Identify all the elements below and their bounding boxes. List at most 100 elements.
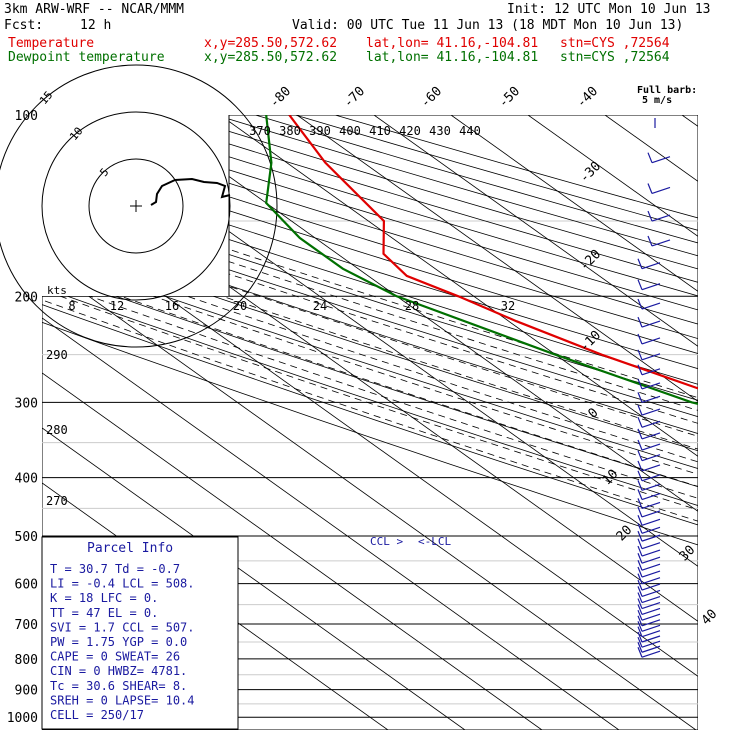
ccl-annotation: CCL >	[370, 535, 403, 548]
wind-barb-flag-300	[637, 392, 643, 403]
theta-label-270: 270	[46, 494, 68, 508]
wind-barb-flag-570	[637, 559, 643, 571]
valid-time: Valid: 00 UTC Tue 11 Jun 13 (18 MDT Mon …	[292, 18, 684, 33]
wind-barb-flag-630	[637, 586, 643, 597]
wind-barb-765	[641, 640, 661, 648]
dry-adiabat-330	[42, 192, 698, 401]
hodograph-speed-8: 8	[68, 299, 75, 313]
temperature-tick-10: 10	[600, 467, 622, 489]
wind-barb-195	[641, 283, 661, 291]
theta-label-370: 370	[249, 124, 271, 138]
theta-label-410: 410	[369, 124, 391, 138]
wind-barb-flag-135	[647, 183, 653, 194]
wind-barb-585	[641, 570, 661, 578]
hodograph-ring-10	[41, 111, 231, 301]
legend-dewpoint-name: Dewpoint temperature	[8, 50, 165, 65]
dry-adiabat-280	[42, 269, 698, 488]
wind-barb-300	[641, 395, 661, 403]
wind-barb-flag-180	[637, 258, 643, 269]
isotherm--10	[527, 115, 698, 237]
pressure-tick-300: 300	[15, 396, 38, 411]
init-time: Init: 12 UTC Mon 10 Jun 13	[507, 2, 711, 17]
wind-barb-225	[641, 320, 661, 328]
barb-key-title: Full barb:	[637, 85, 697, 96]
temperature-tick-40: 40	[699, 607, 721, 629]
theta-label-280: 280	[46, 423, 68, 437]
wind-barb-210	[641, 302, 661, 310]
forecast-hour: 12 h	[80, 18, 112, 33]
dry-adiabat-290	[42, 253, 698, 469]
wind-barb-495	[641, 526, 661, 534]
hodograph-speed-20: 20	[233, 299, 247, 313]
dry-adiabat-270	[42, 286, 698, 506]
parcel-info-row-9: SREH = 0 LAPSE= 10.4	[50, 693, 195, 707]
moist-adiabat-25	[42, 222, 698, 437]
pressure-tick-700: 700	[15, 618, 38, 633]
wind-barb-285	[641, 382, 661, 390]
isotherm--60	[142, 115, 698, 512]
wind-barb-375	[641, 454, 661, 462]
legend-dewpoint-station: stn=CYS ,72564	[560, 50, 670, 65]
hodograph-speed-12: 12	[110, 299, 124, 313]
temperature-tick--70: -70	[341, 84, 368, 111]
moist-adiabat-10	[42, 256, 698, 475]
wind-barb-390	[641, 464, 661, 472]
wind-barb-flag-660	[637, 598, 643, 609]
wind-barb-flag-510	[637, 530, 643, 542]
wind-barb-flag-675	[637, 604, 643, 615]
moist-adiabat-15	[42, 245, 698, 463]
hodograph-ring-5	[88, 158, 184, 254]
legend-temperature-xy: x,y=285.50,572.62	[204, 36, 338, 51]
wind-barb-flag-165	[647, 235, 653, 247]
isotherm--20	[450, 115, 698, 292]
wind-barb-705	[641, 619, 661, 627]
dewpoint-profile	[265, 115, 698, 405]
pressure-tick-200: 200	[15, 290, 38, 305]
wind-barb-flag-780	[637, 642, 643, 653]
parcel-info-row-8: Tc = 30.6 SHEAR= 8.	[50, 679, 187, 693]
wind-barb-750	[641, 635, 661, 643]
wind-barb-465	[641, 510, 661, 518]
wind-barb-165	[651, 239, 671, 247]
pressure-tick-400: 400	[15, 472, 38, 487]
wind-barb-450	[641, 501, 661, 509]
wind-barb-flag-375	[637, 450, 643, 461]
hodograph-speed-28: 28	[405, 299, 419, 313]
wind-barb-flag-525	[637, 538, 643, 549]
pressure-tick-1000: 1000	[7, 711, 38, 726]
wind-barb-flag-540	[637, 545, 643, 557]
wind-barb-645	[641, 595, 661, 604]
dry-adiabat-300	[42, 237, 698, 452]
theta-label-290: 290	[46, 348, 68, 362]
parcel-info-row-5: PW = 1.75 YGP = 0.0	[50, 635, 187, 649]
isotherm--100	[42, 262, 697, 730]
pressure-tick-900: 900	[15, 684, 38, 699]
wind-barb-120	[651, 156, 671, 164]
theta-label-400: 400	[339, 124, 361, 138]
temperature-tick--60: -60	[418, 84, 445, 111]
wind-barb-405	[641, 474, 661, 482]
wind-barb-flag-240	[637, 333, 643, 345]
wind-barb-615	[641, 583, 661, 591]
wind-barb-360	[641, 443, 661, 451]
wind-barb-flag-795	[637, 647, 643, 658]
wind-barb-flag-615	[637, 579, 643, 591]
wind-barb-480	[641, 518, 661, 526]
wind-barb-180	[641, 262, 661, 270]
barb-key-unit: 5 m/s	[642, 95, 672, 106]
wind-barb-flag-480	[637, 515, 643, 526]
hodograph-ring-label-15: 15	[37, 89, 55, 108]
hodograph-speed-16: 16	[165, 299, 179, 313]
isotherm-10	[681, 115, 698, 127]
wind-barb-540	[641, 549, 661, 557]
isotherm--120	[42, 372, 543, 730]
wind-barb-flag-285	[637, 378, 643, 390]
temperature-tick--50: -50	[496, 84, 523, 111]
wind-barb-270	[641, 368, 661, 376]
wind-barb-flag-765	[637, 636, 643, 648]
wind-barb-660	[641, 601, 661, 610]
parcel-info-row-0: T = 30.7 Td = -0.7	[50, 562, 180, 576]
parcel-info-row-10: CELL = 250/17	[50, 708, 144, 722]
moist-adiabat-5	[42, 268, 698, 487]
